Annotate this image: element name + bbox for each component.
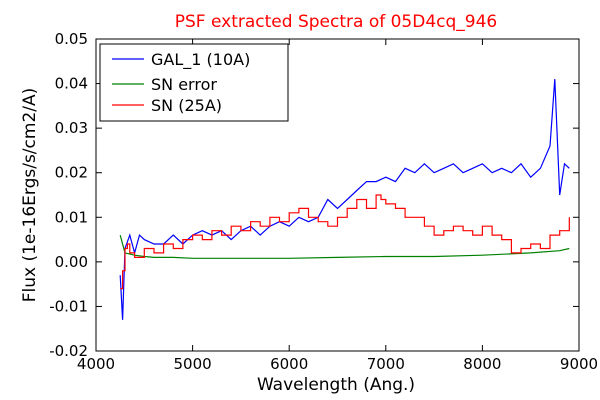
x-tick-label: 4000	[77, 355, 115, 373]
x-tick-labels: 4000 5000 6000 7000 8000 9000	[77, 355, 598, 373]
y-tick-labels: -0.02 -0.01 0.00 0.01 0.02 0.03 0.04 0.05	[49, 30, 88, 360]
legend-label-gal: GAL_1 (10A)	[151, 50, 250, 70]
x-tick-label: 8000	[463, 355, 501, 373]
y-tick-label: 0.00	[55, 253, 88, 271]
x-tick-label: 9000	[560, 355, 598, 373]
chart-title: PSF extracted Spectra of 05D4cq_946	[175, 12, 497, 32]
legend-label-sn: SN (25A)	[151, 96, 222, 115]
y-axis-label: Flux (1e-16Ergs/s/cm2/A)	[20, 88, 40, 303]
series-line-0	[119, 79, 570, 320]
legend-box	[99, 43, 289, 122]
y-tick-label: 0.03	[55, 119, 88, 137]
legend: GAL_1 (10A) SN error SN (25A)	[99, 43, 289, 122]
y-tick-label: -0.02	[49, 342, 88, 360]
y-tick-label: 0.02	[55, 164, 88, 182]
y-tick-label: -0.01	[49, 297, 88, 315]
series-line-1	[119, 234, 570, 259]
y-tick-label: 0.04	[55, 75, 88, 93]
series-line-2	[120, 194, 570, 290]
y-tick-label: 0.01	[55, 208, 88, 226]
y-tick-label: 0.05	[55, 30, 88, 48]
x-tick-label: 6000	[270, 355, 308, 373]
x-axis-label: Wavelength (Ang.)	[257, 375, 415, 395]
series-layer	[119, 79, 570, 320]
legend-label-sn-error: SN error	[151, 75, 217, 94]
x-tick-label: 7000	[367, 355, 405, 373]
x-tick-label: 5000	[174, 355, 212, 373]
